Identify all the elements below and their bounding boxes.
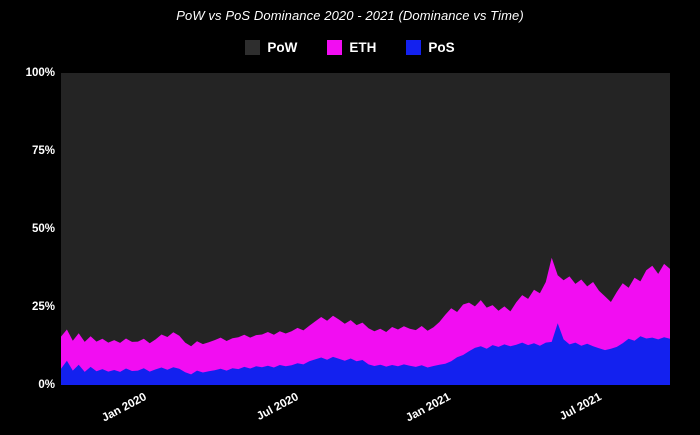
legend-swatch-pos-icon bbox=[406, 39, 422, 55]
legend-item-pow[interactable]: PoW bbox=[245, 39, 298, 55]
legend-item-pos[interactable]: PoS bbox=[406, 39, 455, 55]
x-tick-jan-2020: Jan 2020 bbox=[100, 391, 149, 425]
y-tick-75: 75% bbox=[31, 145, 55, 157]
legend: PoW ETH PoS bbox=[0, 36, 700, 58]
x-tick-jan-2021: Jan 2021 bbox=[404, 391, 453, 425]
pos-area bbox=[61, 323, 670, 385]
y-tick-50: 50% bbox=[31, 223, 55, 235]
legend-label-pos: PoS bbox=[428, 39, 455, 55]
legend-item-eth[interactable]: ETH bbox=[327, 39, 377, 55]
plot-area-pow-background bbox=[61, 73, 670, 385]
x-tick-jul-2020: Jul 2020 bbox=[254, 391, 301, 423]
legend-label-eth: ETH bbox=[349, 39, 377, 55]
x-tick-jul-2021: Jul 2021 bbox=[558, 391, 604, 423]
area-chart-svg bbox=[61, 257, 670, 385]
legend-label-pow: PoW bbox=[267, 39, 298, 55]
y-tick-25: 25% bbox=[31, 301, 55, 313]
y-tick-100: 100% bbox=[25, 67, 55, 79]
y-tick-0: 0% bbox=[38, 379, 55, 391]
legend-swatch-eth-icon bbox=[327, 39, 343, 55]
chart-title: PoW vs PoS Dominance 2020 - 2021 (Domina… bbox=[176, 8, 524, 23]
legend-swatch-pow-icon bbox=[245, 39, 261, 55]
